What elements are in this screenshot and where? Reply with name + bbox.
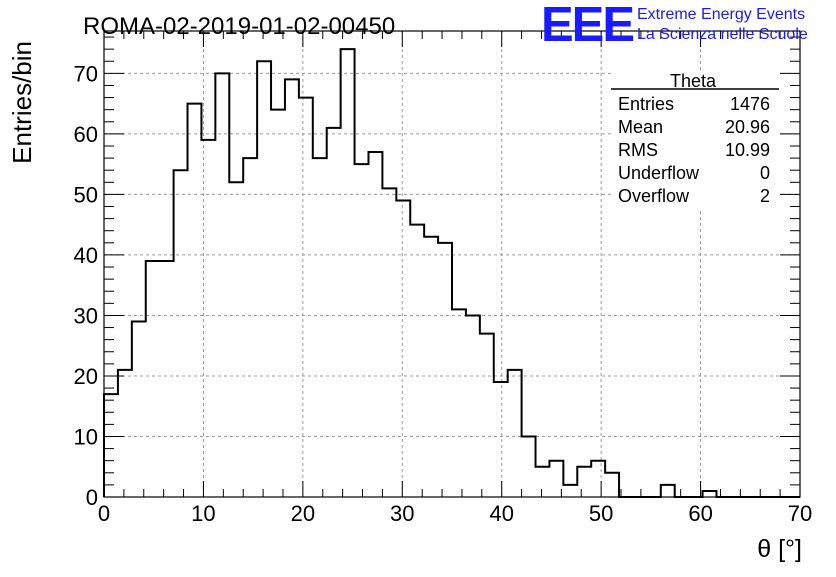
stats-label-overflow: Overflow: [618, 186, 690, 206]
y-tick-label-5: 50: [74, 182, 98, 207]
stats-title: Theta: [670, 71, 717, 91]
histogram-bin-33: [563, 485, 577, 497]
x-tick-label-7: 70: [788, 501, 812, 526]
histogram-bin-35: [591, 461, 605, 497]
histogram-bin-11: [257, 61, 271, 497]
logo-line-2: La Scienza nelle Scuole: [637, 26, 808, 43]
stats-value-mean: 20.96: [725, 117, 770, 137]
histogram-bin-28: [494, 382, 508, 497]
x-axis-label: θ [°]: [757, 535, 802, 563]
stats-value-entries: 1476: [730, 94, 770, 114]
histogram-bin-34: [577, 467, 591, 497]
histogram-bin-36: [605, 473, 619, 497]
stats-value-underflow: 0: [760, 163, 770, 183]
histogram-bin-26: [466, 315, 480, 497]
histogram-bin-10: [243, 158, 257, 497]
histogram-bin-13: [285, 79, 299, 497]
histogram-bin-12: [271, 110, 285, 497]
y-tick-label-0: 0: [86, 485, 98, 510]
x-tick-label-1: 10: [191, 501, 215, 526]
histogram-bin-4: [160, 261, 174, 497]
logo-line-1: Extreme Energy Events: [637, 6, 805, 23]
stats-label-underflow: Underflow: [618, 163, 700, 183]
histogram-bin-16: [327, 128, 341, 497]
histogram-bin-15: [313, 158, 327, 497]
histogram-bin-31: [536, 467, 550, 497]
histogram-bin-0: [104, 394, 118, 497]
histogram-bin-6: [188, 104, 202, 497]
y-tick-label-4: 40: [74, 243, 98, 268]
histogram-bin-43: [703, 491, 717, 497]
x-tick-label-0: 0: [98, 501, 110, 526]
histogram-bin-40: [661, 485, 675, 497]
stats-box: Theta Entries 1476 Mean 20.96 RMS 10.99 …: [611, 71, 779, 208]
histogram-bin-5: [174, 170, 188, 497]
x-tick-label-6: 60: [688, 501, 712, 526]
x-tick-label-5: 50: [589, 501, 613, 526]
histogram-bin-17: [341, 49, 355, 497]
logo-letters: EEE: [541, 0, 633, 52]
histogram-bin-3: [146, 261, 160, 497]
histogram-bin-20: [382, 188, 396, 497]
y-tick-label-1: 10: [74, 424, 98, 449]
stats-box-background: [611, 71, 779, 208]
eee-logo: EEE Extreme Energy Events La Scienza nel…: [541, 0, 808, 52]
histogram-bin-24: [438, 243, 452, 497]
y-tick-label-3: 30: [74, 303, 98, 328]
histogram-bin-2: [132, 321, 146, 497]
histogram-bin-9: [229, 182, 243, 497]
stats-label-mean: Mean: [618, 117, 663, 137]
plot-frame: [103, 30, 801, 498]
histogram-bin-23: [424, 237, 438, 497]
histogram-bin-21: [396, 200, 410, 497]
y-tick-label-6: 60: [74, 122, 98, 147]
histogram-bin-18: [355, 164, 369, 497]
histogram-bin-7: [201, 140, 215, 497]
histogram-bin-8: [215, 73, 229, 497]
histogram-bin-1: [118, 370, 132, 497]
x-tick-label-4: 40: [489, 501, 513, 526]
histogram-bin-14: [299, 98, 313, 497]
stats-label-rms: RMS: [618, 140, 658, 160]
stats-value-overflow: 2: [760, 186, 770, 206]
y-tick-label-2: 20: [74, 364, 98, 389]
y-tick-label-7: 70: [74, 61, 98, 86]
x-tick-label-2: 20: [291, 501, 315, 526]
stats-value-rms: 10.99: [725, 140, 770, 160]
y-axis-label: Entries/bin: [7, 41, 37, 164]
run-title: ROMA-02-2019-01-02-00450: [83, 13, 395, 40]
histogram-bin-22: [410, 225, 424, 497]
x-tick-label-3: 30: [390, 501, 414, 526]
axis-ticks: [103, 31, 801, 498]
histogram-bin-19: [368, 152, 382, 497]
stats-label-entries: Entries: [618, 94, 674, 114]
histogram-bin-30: [522, 436, 536, 497]
histogram-bin-25: [452, 309, 466, 497]
histogram-bin-29: [508, 370, 522, 497]
histogram-bin-27: [480, 334, 494, 497]
